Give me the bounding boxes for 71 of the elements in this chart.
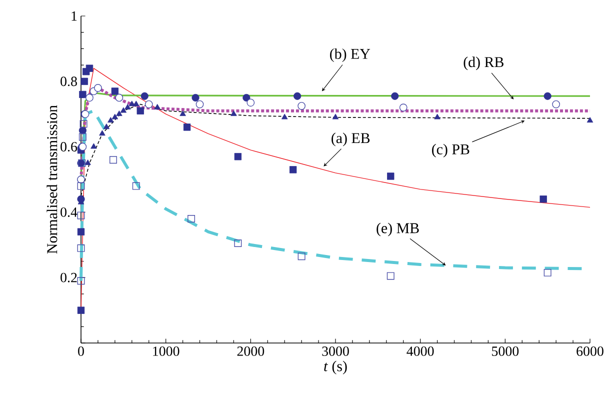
point: [434, 114, 440, 120]
point: [120, 107, 127, 113]
point: [281, 114, 288, 120]
point: [391, 92, 399, 100]
annotation: (b) EY: [330, 48, 370, 62]
point: [289, 166, 297, 174]
point: [544, 268, 552, 276]
point: [78, 133, 86, 141]
point: [154, 104, 160, 110]
point: [111, 88, 119, 95]
point: [84, 160, 91, 166]
point: [80, 120, 88, 128]
point: [140, 92, 148, 100]
point: [544, 92, 552, 100]
point: [86, 64, 94, 72]
point: [180, 110, 186, 116]
point: [234, 240, 242, 247]
point: [77, 244, 85, 252]
point: [90, 143, 97, 149]
point: [132, 182, 140, 190]
point: [110, 156, 117, 164]
x-tick-label: 3000: [322, 346, 349, 356]
point: [136, 107, 144, 114]
point: [144, 100, 153, 108]
y-tick-label: 1: [72, 11, 77, 21]
point: [99, 130, 106, 136]
point: [77, 212, 85, 220]
point: [386, 272, 394, 280]
point: [86, 94, 94, 102]
point: [399, 104, 408, 112]
y-tick-label: 0.2: [60, 272, 77, 282]
x-axis-title: t (s): [324, 360, 347, 374]
point: [77, 182, 85, 190]
point: [188, 215, 196, 222]
annotation: (e) MB: [376, 222, 419, 236]
point: [230, 110, 237, 116]
point: [116, 110, 122, 116]
annotation: (a) EB: [332, 132, 370, 146]
point: [234, 153, 242, 160]
point: [298, 252, 306, 260]
annotation: (c) PB: [432, 144, 470, 158]
point: [133, 100, 140, 106]
x-tick-label: 4000: [406, 346, 434, 356]
point: [80, 78, 88, 85]
x-tick-label: 6000: [576, 346, 604, 356]
x-tick-label: 1000: [153, 346, 180, 356]
point: [77, 277, 85, 285]
point: [183, 124, 191, 131]
point: [124, 104, 131, 110]
x-tick-label: 2000: [237, 346, 264, 356]
x-tick-label: 5000: [492, 346, 519, 356]
point: [77, 228, 85, 236]
point: [387, 172, 394, 180]
point: [108, 117, 114, 123]
y-axis-title: Normalised transmission: [46, 105, 58, 254]
point: [332, 114, 339, 120]
point: [103, 124, 110, 130]
point: [586, 117, 594, 123]
point: [112, 114, 118, 120]
y-tick-label: 0.8: [60, 76, 77, 86]
annotation: (d) RB: [464, 56, 504, 70]
point: [540, 196, 547, 203]
point: [242, 94, 250, 102]
point: [192, 94, 200, 102]
point: [94, 84, 102, 92]
point: [77, 306, 85, 314]
y-tick-label: 0.6: [60, 142, 78, 152]
point: [79, 90, 86, 98]
x-tick-label: 0: [78, 346, 84, 356]
point: [294, 92, 302, 100]
y-tick-label: 0.4: [60, 207, 78, 217]
